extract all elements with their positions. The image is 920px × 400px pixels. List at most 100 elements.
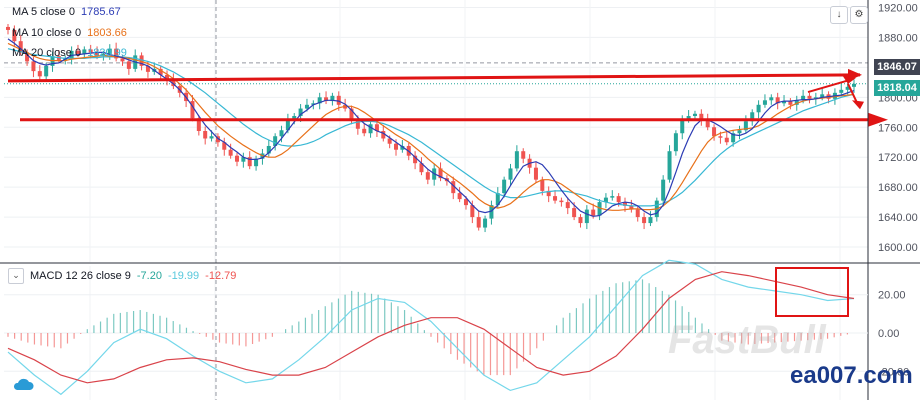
candle-body: [572, 208, 577, 218]
candle-body: [6, 26, 10, 30]
candle-body: [228, 149, 233, 156]
macd-legend[interactable]: ⌄ MACD 12 26 close 9 -7.20 -19.99 -12.79: [8, 268, 236, 284]
candle-body: [565, 202, 570, 209]
candle-body: [813, 97, 818, 99]
last-price-tag: 1818.04: [874, 80, 920, 96]
candle-body: [31, 61, 36, 72]
download-arrow-icon[interactable]: ↓: [830, 6, 848, 24]
lower-arrow-head: [868, 112, 888, 127]
candle-body: [126, 61, 131, 69]
ma10-legend-value: 1803.66: [87, 27, 127, 39]
candle-body: [324, 97, 329, 102]
candle-body: [451, 181, 456, 194]
candle-body: [330, 95, 335, 102]
candle-body: [190, 101, 195, 119]
candle-body: [374, 124, 379, 131]
candle-body: [686, 116, 691, 120]
candle-body: [845, 86, 850, 90]
cloud-logo-icon: [13, 378, 34, 390]
y-tick-label: 1920.00: [878, 2, 918, 14]
candle-body: [234, 155, 239, 162]
candle-body: [603, 197, 608, 203]
short-arrow-line: [807, 78, 853, 94]
ma20-legend[interactable]: MA 20 close 0 1820.99: [12, 47, 127, 59]
candle-body: [502, 179, 507, 194]
candle-body: [438, 168, 443, 179]
candle-body: [559, 200, 564, 203]
candle-body: [457, 193, 462, 200]
ma10-legend[interactable]: MA 10 close 0 1803.66: [12, 27, 127, 39]
candle-body: [222, 142, 227, 150]
candle-body: [718, 136, 723, 138]
candle-body: [699, 113, 704, 120]
candle-body: [463, 199, 468, 206]
candle-body: [743, 121, 748, 131]
candle-body: [355, 119, 360, 129]
macd-legend-hist-value: -12.79: [205, 270, 237, 282]
candle-body: [88, 49, 93, 53]
y-tick-label: 1720.00: [878, 152, 918, 164]
candle-body: [82, 49, 87, 54]
candle-body: [171, 79, 176, 87]
candle-body: [705, 119, 710, 128]
fastbull-watermark: FastBull: [668, 318, 826, 362]
candle-body: [254, 158, 259, 167]
candle-body: [667, 151, 672, 180]
candle-body: [279, 130, 284, 137]
candle-body: [616, 196, 621, 203]
candle-body: [508, 168, 513, 180]
candle-body: [362, 128, 367, 134]
ma10-legend-label: MA 10 close 0: [12, 27, 82, 39]
candle-body: [298, 108, 303, 117]
site-watermark: ea007.com: [790, 362, 913, 389]
candle-body: [737, 130, 742, 134]
upper-arrow-line: [7, 73, 861, 83]
candle-body: [642, 217, 647, 224]
candle-body: [394, 143, 399, 150]
candle-body: [266, 145, 271, 154]
candle-body: [311, 103, 316, 105]
candle-body: [680, 119, 685, 134]
y-tick-label: 1680.00: [878, 182, 918, 194]
candle-body: [483, 218, 488, 228]
candle-body: [400, 145, 405, 150]
candle-body: [69, 50, 74, 59]
candle-body: [629, 205, 634, 210]
candle-body: [196, 118, 201, 131]
ma5-legend[interactable]: MA 5 close 0 1785.67: [12, 6, 121, 18]
y-tick-label: 1760.00: [878, 122, 918, 134]
candle-body: [762, 100, 767, 105]
candle-body: [712, 127, 717, 137]
candle-body: [635, 209, 640, 218]
candle-body: [769, 97, 774, 101]
macd-annotation-box: [775, 267, 849, 317]
candle-body: [775, 97, 780, 104]
candle-body: [514, 151, 519, 169]
candle-body: [165, 74, 170, 80]
candle-body: [553, 196, 558, 201]
candle-body: [591, 209, 596, 216]
candle-body: [37, 71, 42, 77]
candle-body: [285, 119, 290, 131]
candle-body: [215, 136, 220, 143]
candle-body: [495, 193, 500, 206]
candle-body: [12, 29, 17, 42]
candle-body: [95, 52, 100, 57]
settings-icon[interactable]: ⚙: [850, 6, 868, 24]
candle-body: [521, 151, 526, 159]
candle-body: [724, 137, 729, 143]
candle-body: [623, 202, 628, 206]
candle-body: [425, 172, 430, 180]
candle-body: [489, 205, 494, 219]
candle-body: [692, 113, 697, 117]
candle-body: [209, 136, 214, 139]
collapse-chevron-icon[interactable]: ⌄: [8, 268, 24, 284]
candle-body: [158, 68, 163, 75]
candle-body: [25, 52, 30, 62]
candle-body: [839, 89, 844, 93]
candle-body: [145, 65, 150, 72]
macd-legend-signal-value: -19.99: [167, 270, 200, 282]
candle-body: [756, 104, 761, 113]
macd-y-tick-label: 20.00: [878, 290, 906, 302]
